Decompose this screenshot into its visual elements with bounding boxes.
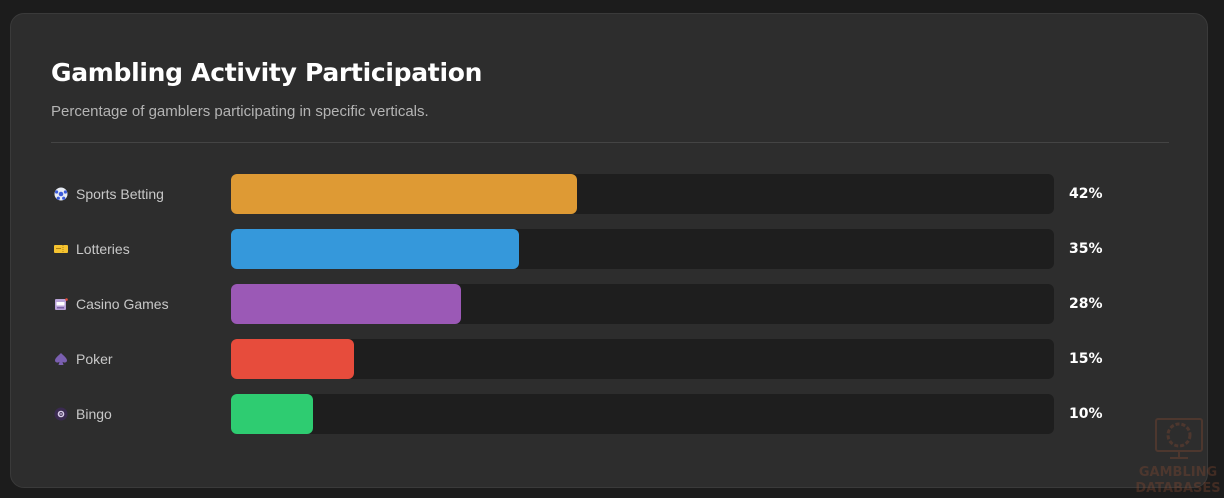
bar-track <box>231 284 1054 324</box>
bar-track <box>231 229 1054 269</box>
svg-text:DATABASES: DATABASES <box>1136 481 1220 494</box>
category-label-text: Casino Games <box>76 296 169 312</box>
bar-track <box>231 174 1054 214</box>
category-label: 0 Bingo <box>51 394 112 434</box>
ticket-icon <box>53 241 69 257</box>
category-label: Sports Betting <box>51 174 164 214</box>
bar-row: Lotteries 35% <box>51 229 1169 269</box>
svg-text:0: 0 <box>59 412 63 418</box>
bar-row: Sports Betting 42% <box>51 174 1169 214</box>
category-label: Lotteries <box>51 229 130 269</box>
category-label-text: Sports Betting <box>76 186 164 202</box>
bar-track <box>231 394 1054 434</box>
category-label-text: Bingo <box>76 406 112 422</box>
category-label-text: Lotteries <box>76 241 130 257</box>
bar <box>231 174 577 214</box>
chart-title: Gambling Activity Participation <box>51 58 483 87</box>
category-label: Poker <box>51 339 113 379</box>
value-label: 35% <box>1069 241 1103 257</box>
bar <box>231 394 314 434</box>
bar-row: Poker 15% <box>51 339 1169 379</box>
bingo-ball-icon: 0 <box>53 406 69 422</box>
category-label: Casino Games <box>51 284 169 324</box>
chart-subtitle: Percentage of gamblers participating in … <box>51 103 429 120</box>
bar-row: Casino Games 28% <box>51 284 1169 324</box>
bar <box>231 229 520 269</box>
bar <box>231 284 462 324</box>
bar <box>231 339 355 379</box>
category-label-text: Poker <box>76 351 113 367</box>
value-label: 42% <box>1069 186 1103 202</box>
watermark-logo: GAMBLING DATABASES <box>1136 418 1220 494</box>
value-label: 28% <box>1069 296 1103 312</box>
spade-icon <box>53 351 69 367</box>
slot-machine-icon <box>53 296 69 312</box>
divider <box>51 142 1169 143</box>
chart-card: Gambling Activity Participation Percenta… <box>10 13 1208 488</box>
value-label: 15% <box>1069 351 1103 367</box>
bar-track <box>231 339 1054 379</box>
svg-text:GAMBLING: GAMBLING <box>1139 465 1217 480</box>
soccer-ball-icon <box>53 186 69 202</box>
value-label: 10% <box>1069 406 1103 422</box>
bar-row: 0 Bingo 10% <box>51 394 1169 434</box>
